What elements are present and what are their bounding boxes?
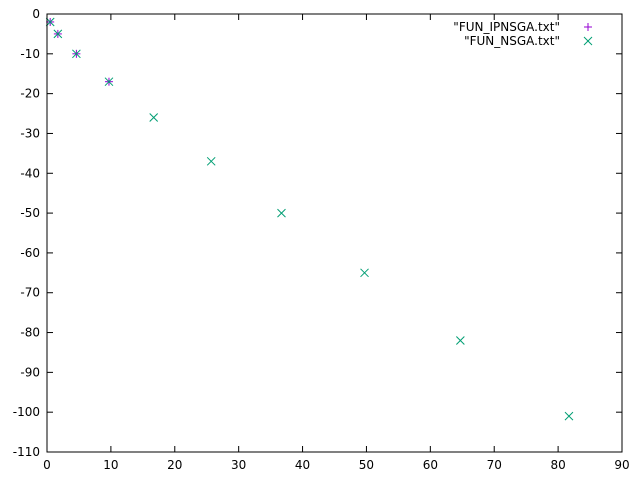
y-tick-label: -60 [20,246,40,260]
x-tick-label: 90 [614,458,629,472]
x-tick-label: 50 [359,458,374,472]
data-point-series-2 [564,411,574,421]
data-point-series-2 [104,77,114,87]
y-tick-label: -90 [20,365,40,379]
y-tick-label: -40 [20,166,40,180]
y-tick-label: -80 [20,326,40,340]
x-tick-label: 70 [487,458,502,472]
data-points [45,17,574,421]
y-tick-label: -110 [13,445,40,459]
legend-marker [584,23,592,31]
y-tick-label: -10 [20,47,40,61]
data-point-series-2 [72,49,81,59]
y-tick-label: -50 [20,206,40,220]
legend-label: "FUN_NSGA.txt" [464,34,560,48]
x-tick-label: 20 [167,458,182,472]
x-tick-label: 0 [43,458,51,472]
legend: "FUN_IPNSGA.txt""FUN_NSGA.txt" [453,20,593,48]
y-tick-label: 0 [32,7,40,21]
x-tick-label: 10 [103,458,118,472]
data-point-series-2 [45,17,55,27]
x-tick-label: 40 [295,458,310,472]
legend-label: "FUN_IPNSGA.txt" [453,20,560,34]
y-tick-label: -30 [20,126,40,140]
y-tick-label: -20 [20,87,40,101]
data-point-series-2 [149,113,159,122]
data-point-series-2 [456,336,465,345]
y-tick-label: -70 [20,286,40,300]
plot-frame [46,13,623,453]
data-point-series-2 [277,208,286,218]
y-tick-label: -100 [13,405,40,419]
data-point-series-2 [206,156,216,166]
data-point-series-2 [360,268,369,278]
x-tick-label: 30 [231,458,246,472]
legend-marker [583,36,593,46]
x-tick-label: 80 [550,458,565,472]
axes: 0 10 20 30 40 50 60 70 80 90 0 -10 -20 -30 -40 -50 -60 -7… [13,7,630,472]
data-point-series-2 [53,29,63,39]
x-tick-label: 60 [423,458,438,472]
